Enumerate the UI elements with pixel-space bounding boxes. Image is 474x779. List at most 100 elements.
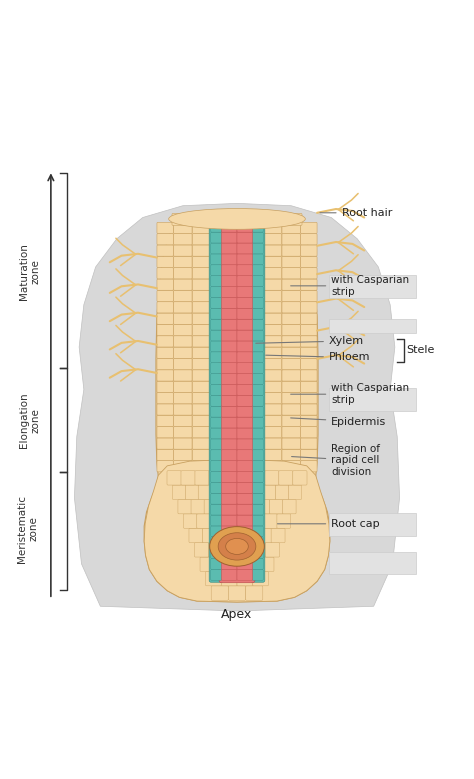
FancyBboxPatch shape	[157, 449, 173, 460]
FancyBboxPatch shape	[237, 298, 253, 308]
FancyBboxPatch shape	[192, 222, 211, 234]
FancyBboxPatch shape	[214, 412, 233, 422]
FancyBboxPatch shape	[251, 543, 265, 557]
Text: Stele: Stele	[407, 345, 435, 355]
FancyBboxPatch shape	[252, 252, 264, 263]
FancyBboxPatch shape	[214, 322, 233, 332]
FancyBboxPatch shape	[237, 537, 253, 548]
FancyBboxPatch shape	[275, 485, 289, 499]
FancyBboxPatch shape	[221, 298, 237, 308]
FancyBboxPatch shape	[210, 292, 222, 302]
FancyBboxPatch shape	[157, 393, 173, 404]
FancyBboxPatch shape	[173, 404, 192, 415]
FancyBboxPatch shape	[173, 393, 192, 404]
FancyBboxPatch shape	[263, 336, 282, 347]
FancyBboxPatch shape	[194, 543, 209, 557]
Ellipse shape	[169, 209, 305, 229]
FancyBboxPatch shape	[224, 514, 237, 528]
FancyBboxPatch shape	[157, 358, 173, 370]
FancyBboxPatch shape	[263, 370, 282, 381]
FancyBboxPatch shape	[210, 322, 222, 332]
FancyBboxPatch shape	[252, 493, 263, 504]
FancyBboxPatch shape	[157, 370, 173, 381]
FancyBboxPatch shape	[251, 471, 265, 485]
FancyBboxPatch shape	[233, 252, 252, 263]
FancyBboxPatch shape	[233, 222, 252, 232]
FancyBboxPatch shape	[252, 392, 264, 402]
FancyBboxPatch shape	[224, 485, 237, 499]
Bar	[329, 513, 416, 536]
Text: Meristematic
zone: Meristematic zone	[17, 495, 38, 562]
FancyBboxPatch shape	[263, 449, 282, 460]
FancyBboxPatch shape	[192, 245, 211, 256]
FancyBboxPatch shape	[210, 402, 222, 412]
FancyBboxPatch shape	[157, 415, 173, 426]
FancyBboxPatch shape	[286, 213, 302, 225]
FancyBboxPatch shape	[301, 313, 317, 324]
FancyBboxPatch shape	[263, 291, 282, 301]
FancyBboxPatch shape	[200, 557, 215, 572]
FancyBboxPatch shape	[192, 234, 211, 245]
FancyBboxPatch shape	[263, 485, 276, 499]
FancyBboxPatch shape	[221, 396, 237, 406]
FancyBboxPatch shape	[192, 404, 211, 415]
FancyBboxPatch shape	[282, 234, 301, 245]
FancyBboxPatch shape	[173, 381, 192, 393]
FancyBboxPatch shape	[167, 471, 181, 485]
FancyBboxPatch shape	[301, 381, 317, 393]
FancyBboxPatch shape	[173, 291, 192, 301]
FancyBboxPatch shape	[250, 514, 264, 528]
FancyBboxPatch shape	[211, 504, 222, 515]
FancyBboxPatch shape	[263, 347, 282, 358]
FancyBboxPatch shape	[233, 282, 252, 292]
FancyBboxPatch shape	[282, 336, 301, 347]
FancyBboxPatch shape	[282, 256, 301, 267]
FancyBboxPatch shape	[237, 548, 253, 559]
FancyBboxPatch shape	[211, 319, 222, 330]
FancyBboxPatch shape	[173, 449, 192, 460]
FancyBboxPatch shape	[237, 572, 253, 586]
FancyBboxPatch shape	[211, 363, 222, 374]
FancyBboxPatch shape	[252, 372, 264, 382]
FancyBboxPatch shape	[210, 462, 222, 472]
FancyBboxPatch shape	[209, 220, 223, 582]
FancyBboxPatch shape	[214, 222, 233, 232]
FancyBboxPatch shape	[252, 272, 264, 282]
FancyBboxPatch shape	[282, 404, 301, 415]
FancyBboxPatch shape	[173, 347, 192, 358]
FancyBboxPatch shape	[282, 358, 301, 370]
FancyBboxPatch shape	[237, 276, 253, 287]
FancyBboxPatch shape	[211, 482, 222, 493]
FancyBboxPatch shape	[282, 393, 301, 404]
FancyBboxPatch shape	[282, 438, 301, 449]
FancyBboxPatch shape	[173, 485, 186, 499]
FancyBboxPatch shape	[252, 322, 264, 332]
FancyBboxPatch shape	[252, 254, 263, 265]
FancyBboxPatch shape	[263, 358, 282, 370]
Polygon shape	[74, 203, 400, 611]
FancyBboxPatch shape	[301, 347, 317, 358]
FancyBboxPatch shape	[282, 222, 301, 234]
FancyBboxPatch shape	[173, 460, 192, 472]
FancyBboxPatch shape	[192, 256, 211, 267]
FancyBboxPatch shape	[221, 548, 237, 559]
FancyBboxPatch shape	[192, 370, 211, 381]
FancyBboxPatch shape	[214, 372, 233, 382]
FancyBboxPatch shape	[211, 287, 222, 298]
FancyBboxPatch shape	[221, 407, 237, 417]
FancyBboxPatch shape	[173, 245, 192, 256]
FancyBboxPatch shape	[211, 526, 222, 537]
FancyBboxPatch shape	[221, 572, 237, 586]
FancyBboxPatch shape	[157, 438, 173, 449]
FancyBboxPatch shape	[157, 404, 173, 415]
FancyBboxPatch shape	[252, 396, 263, 406]
FancyBboxPatch shape	[210, 372, 222, 382]
FancyBboxPatch shape	[237, 493, 253, 504]
FancyBboxPatch shape	[221, 254, 237, 265]
FancyBboxPatch shape	[214, 232, 233, 242]
Bar	[329, 388, 416, 411]
FancyBboxPatch shape	[233, 302, 252, 312]
FancyBboxPatch shape	[282, 245, 301, 256]
FancyBboxPatch shape	[211, 407, 222, 417]
FancyBboxPatch shape	[210, 382, 222, 392]
